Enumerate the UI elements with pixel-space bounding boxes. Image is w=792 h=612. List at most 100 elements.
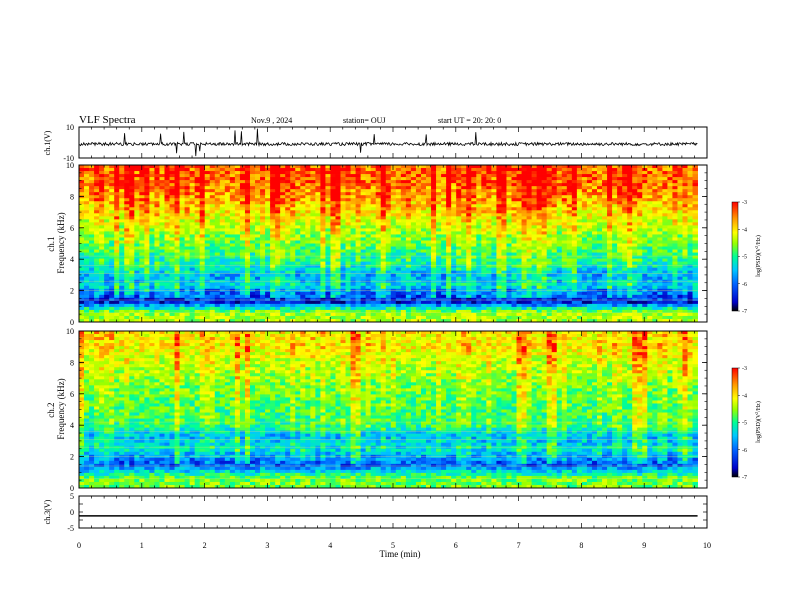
spectrogram-cell	[249, 180, 256, 184]
spectrogram-cell	[370, 165, 377, 169]
spectrogram-cell	[149, 312, 155, 317]
spectrogram-cell	[275, 198, 281, 202]
spectrogram-cell	[300, 300, 306, 305]
spectrogram-cell	[481, 276, 487, 281]
spectrogram-cell	[536, 207, 543, 211]
spectrogram-cell	[456, 198, 462, 202]
spectrogram-cell	[79, 225, 85, 229]
spectrogram-cell	[119, 303, 125, 308]
spectrogram-cell	[124, 216, 130, 220]
spectrogram-cell	[179, 249, 186, 253]
spectrogram-cell	[214, 273, 221, 278]
spectrogram-cell	[410, 180, 417, 184]
spectrogram-cell	[234, 192, 241, 196]
spectrogram-cell	[194, 186, 201, 190]
spectrogram-cell	[234, 312, 241, 317]
spectrogram-cell	[134, 237, 140, 241]
spectrogram-cell	[285, 264, 291, 269]
spectrogram-cell	[320, 243, 326, 247]
spectrogram-cell	[461, 291, 467, 296]
spectrogram-cell	[224, 219, 231, 223]
spectrogram-cell	[471, 213, 477, 217]
spectrogram-cell	[350, 204, 356, 208]
spectrogram-cell	[89, 270, 95, 275]
spectrogram-cell	[436, 198, 442, 202]
spectrogram-cell	[365, 198, 372, 202]
spectrogram-cell	[79, 243, 85, 247]
spectrogram-cell	[471, 306, 477, 311]
spectrogram-cell	[194, 180, 201, 184]
spectrogram-cell	[501, 237, 507, 241]
spectrogram-cell	[380, 300, 387, 305]
spectrogram-cell	[340, 300, 346, 305]
spectrogram-cell	[410, 273, 417, 278]
spectrogram-cell	[260, 234, 266, 238]
spectrogram-cell	[461, 309, 467, 314]
spectrogram-cell	[154, 291, 160, 296]
spectrogram-cell	[456, 234, 462, 238]
spectrogram-cell	[330, 285, 336, 290]
spectrogram-cell	[466, 261, 472, 266]
spectrogram-cell	[471, 165, 477, 169]
spectrogram-cell	[224, 252, 231, 256]
spectrogram-cell	[385, 249, 392, 253]
spectrogram-cell	[79, 210, 85, 214]
spectrogram-cell	[239, 273, 246, 278]
spectrogram-cell	[501, 276, 507, 281]
spectrogram-cell	[476, 264, 482, 269]
spectrogram-cell	[380, 168, 387, 172]
spectrogram-cell	[506, 309, 512, 314]
spectrogram-cell	[109, 255, 115, 259]
spectrogram-cell	[154, 273, 160, 278]
spectrogram-cell	[255, 177, 261, 181]
spectrogram-cell	[456, 273, 462, 278]
spectrogram-cell	[486, 252, 492, 256]
spectrogram-cell	[471, 195, 477, 199]
spectrogram-cell	[270, 171, 276, 175]
spectrogram-cell	[340, 198, 346, 202]
spectrogram-cell	[255, 306, 261, 311]
spectrogram-cell	[234, 249, 241, 253]
spectrogram-cell	[79, 291, 85, 296]
spectrogram-cell	[521, 204, 527, 208]
spectrogram-cell	[355, 201, 362, 205]
spectrogram-cell	[526, 246, 533, 250]
spectrogram-cell	[461, 261, 467, 266]
spectrogram-cell	[109, 198, 115, 202]
spectrogram-cell	[249, 234, 256, 238]
spectrogram-cell	[481, 318, 487, 323]
spectrogram-cell	[310, 180, 316, 184]
spectrogram-cell	[385, 219, 392, 223]
spectrogram-cell	[89, 315, 95, 320]
spectrogram-cell	[431, 207, 437, 211]
spectrogram-cell	[335, 282, 341, 287]
spectrogram-cell	[325, 303, 331, 308]
spectrogram-cell	[144, 258, 150, 263]
spectrogram-cell	[249, 258, 256, 263]
spectrogram-cell	[199, 252, 206, 256]
spectrogram-cell	[385, 309, 392, 314]
spectrogram-cell	[426, 282, 432, 287]
spectrogram-cell	[265, 303, 271, 308]
spectrogram-cell	[360, 309, 367, 314]
spectrogram-cell	[476, 309, 482, 314]
spectrogram-cell	[295, 198, 301, 202]
spectrogram-cell	[84, 195, 90, 199]
spectrogram-cell	[436, 189, 442, 193]
spectrogram-cell	[365, 210, 372, 214]
spectrogram-cell	[400, 222, 407, 226]
spectrogram-cell	[380, 201, 387, 205]
spectrogram-cell	[174, 216, 180, 220]
spectrogram-cell	[84, 177, 90, 181]
spectrogram-cell	[149, 246, 155, 250]
spectrogram-cell	[224, 237, 231, 241]
spectrogram-cell	[511, 168, 517, 172]
spectrogram-cell	[300, 237, 306, 241]
spectrogram-cell	[270, 189, 276, 193]
spectrogram-cell	[365, 246, 372, 250]
spectrogram-cell	[536, 201, 543, 205]
spectrogram-cell	[461, 210, 467, 214]
spectrogram-cell	[320, 234, 326, 238]
spectrogram-cell	[219, 177, 226, 181]
spectrogram-cell	[451, 255, 457, 259]
